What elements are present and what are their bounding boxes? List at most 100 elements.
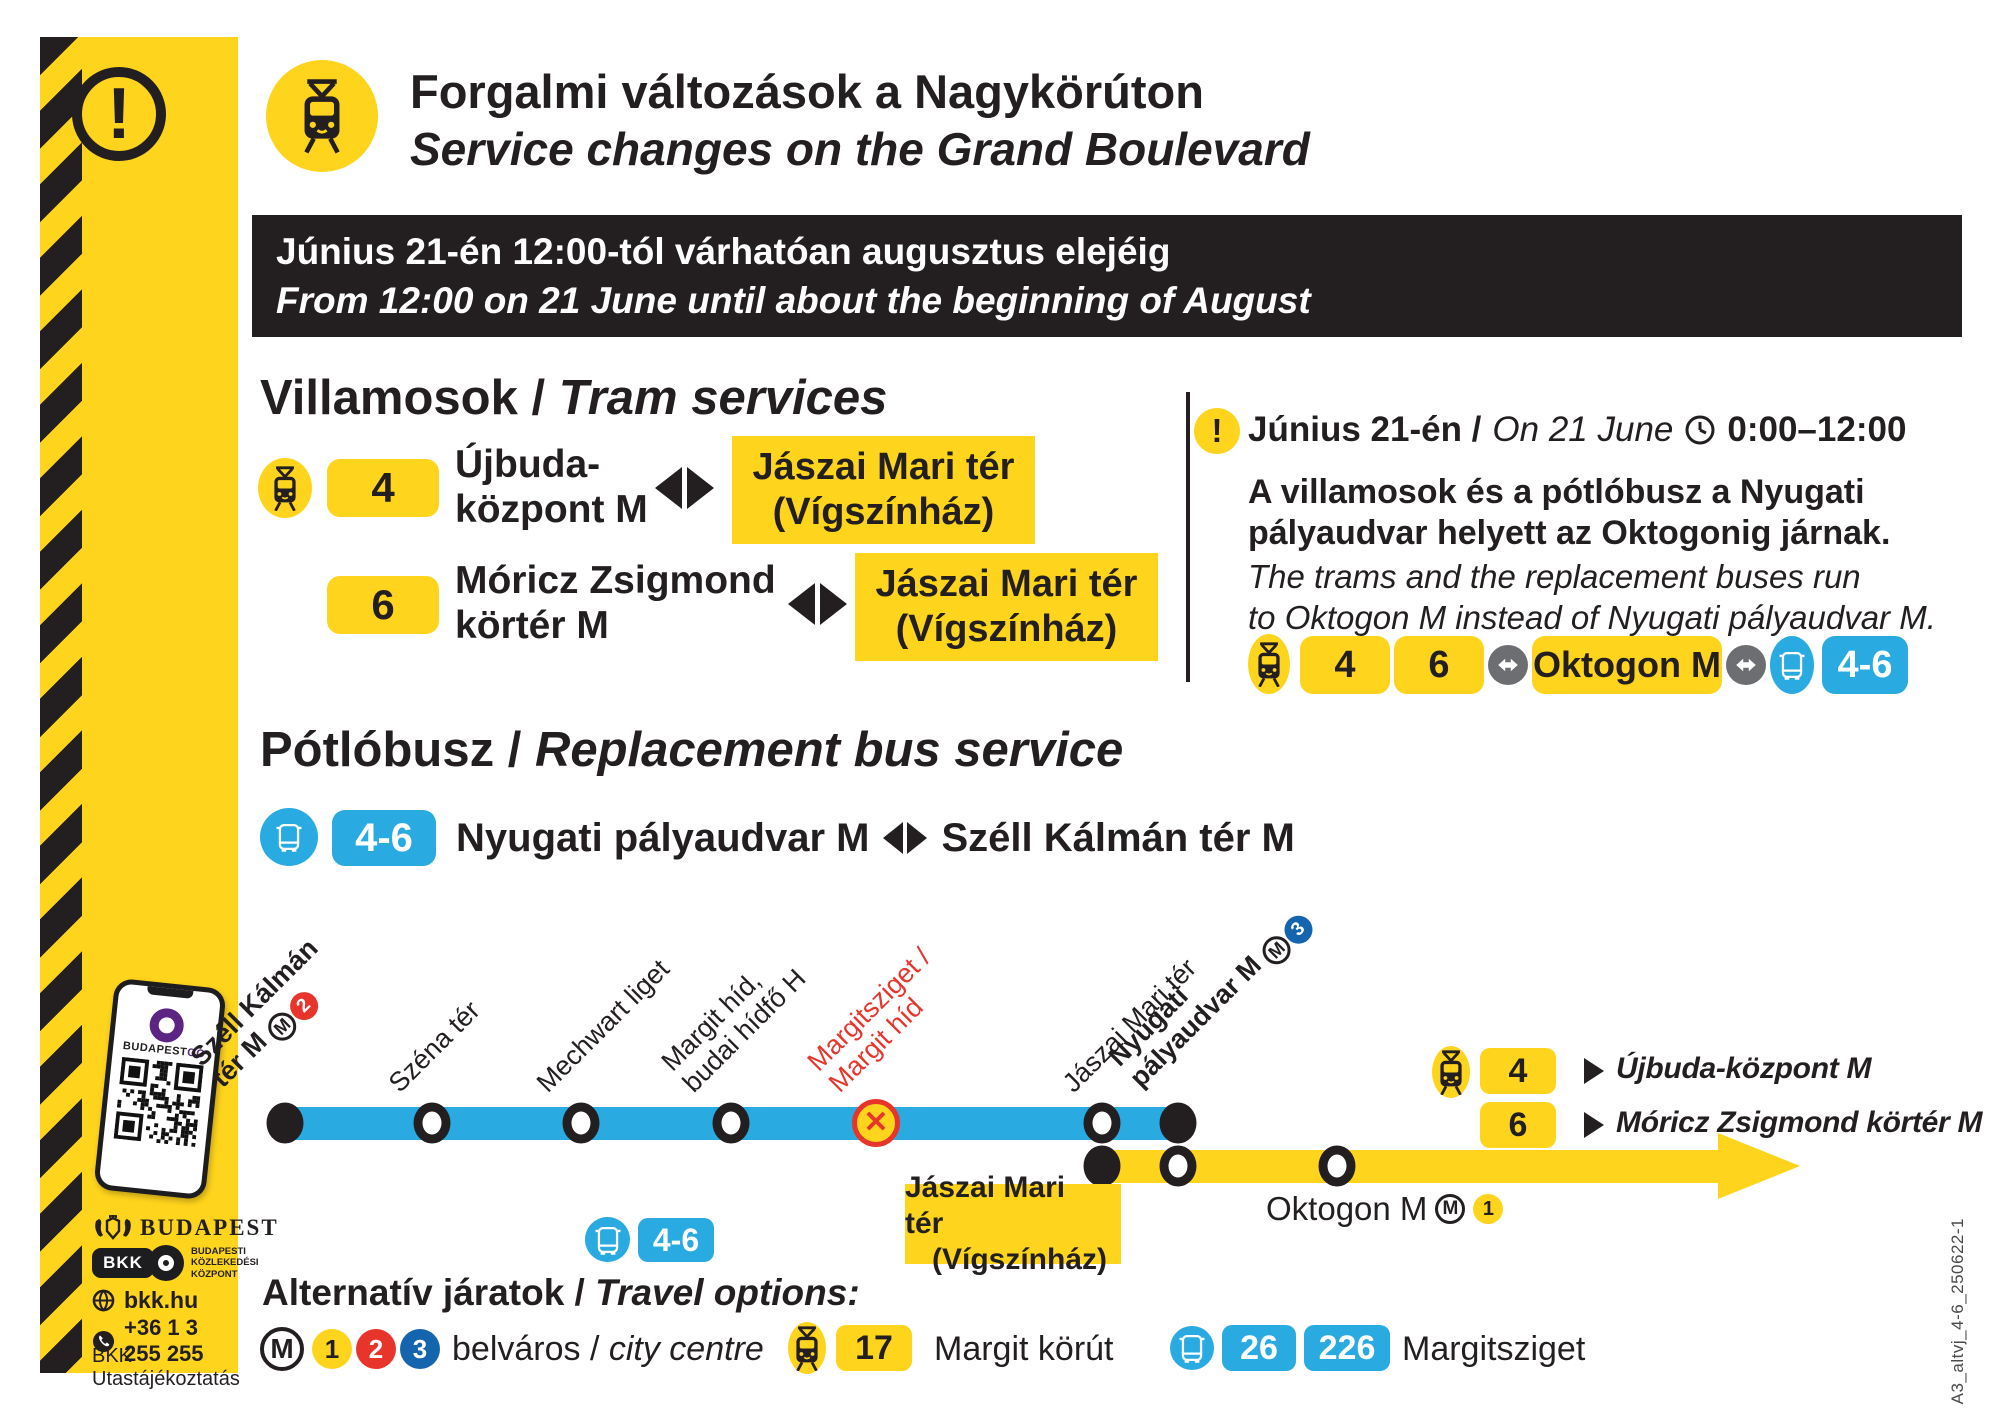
tram-17-destination: Margit körút bbox=[934, 1330, 1114, 1368]
hazard-stripes bbox=[40, 37, 82, 1373]
banner-line-hu: Június 21-én 12:00-tól várhatóan auguszt… bbox=[276, 231, 1171, 272]
bus-icon bbox=[1170, 1326, 1214, 1370]
stop-nyugati-tram bbox=[1159, 1102, 1197, 1144]
tram-section-heading: Villamosok / Tram services bbox=[260, 371, 888, 425]
direction-arrow-icon bbox=[1584, 1058, 1604, 1084]
stop-margitsziget-closed: ✕ bbox=[852, 1099, 900, 1147]
phone-row: +36 1 3 255 255 bbox=[92, 1315, 238, 1367]
stop-label-szena-ter: Széna tér bbox=[382, 995, 486, 1098]
notice-time: 0:00–12:00 bbox=[1727, 410, 1907, 449]
print-code: A3_altvj_4-6_250622-1 bbox=[1948, 1218, 1967, 1405]
budapestgo-logo-icon bbox=[148, 1006, 186, 1045]
budapest-logo: BUDAPEST bbox=[92, 1215, 279, 1241]
bkk-fullname: BUDAPESTI KÖZLEKEDÉSI KÖZPONT bbox=[191, 1245, 259, 1280]
notice-divider bbox=[1186, 392, 1190, 682]
bus-46-badge: 4-6 bbox=[332, 810, 436, 866]
route-6-from: Móricz Zsigmond körtér M bbox=[455, 559, 776, 647]
bus-destination: Margitsziget bbox=[1402, 1330, 1586, 1368]
budapest-crest-icon bbox=[92, 1215, 134, 1241]
metro-logo-icon: M bbox=[1435, 1194, 1466, 1224]
website-url: bkk.hu bbox=[124, 1287, 199, 1313]
tram-icon bbox=[258, 458, 312, 518]
bus-route-line bbox=[1102, 1150, 1722, 1183]
stop-szell-kalman bbox=[266, 1102, 304, 1144]
date-banner: Június 21-én 12:00-tól várhatóan auguszt… bbox=[252, 215, 1962, 337]
tram-6-badge: 6 bbox=[327, 576, 439, 634]
tram-17-badge: 17 bbox=[836, 1325, 912, 1371]
transfer-icon bbox=[1726, 645, 1766, 685]
bus-section-heading: Pótlóbusz / Replacement bus service bbox=[260, 723, 1124, 777]
bkk-wordmark: BKK bbox=[92, 1248, 154, 1278]
dest-4-badge: 4 bbox=[1480, 1048, 1556, 1094]
tram-4-badge: 4 bbox=[327, 459, 439, 517]
bus-route-text: Nyugati pályaudvar M Széll Kálmán tér M bbox=[456, 815, 1295, 860]
page-title-en: Service changes on the Grand Boulevard bbox=[410, 123, 1310, 175]
metro-3-icon: 3 bbox=[400, 1329, 440, 1369]
route-arrowhead bbox=[1718, 1133, 1800, 1199]
notice-tram-6-badge: 6 bbox=[1394, 636, 1484, 694]
stop-jaszai-bus bbox=[1083, 1145, 1121, 1187]
sidebar: ! BUDAPESTGO BUDAPEST BKK BUDAPESTI KÖZL… bbox=[40, 37, 277, 1390]
both-directions-icon bbox=[788, 583, 847, 625]
both-directions-icon bbox=[883, 822, 928, 854]
phone-notch bbox=[146, 984, 194, 999]
bkk-o-icon bbox=[148, 1245, 184, 1281]
page-title-hu: Forgalmi változások a Nagykörúton bbox=[410, 65, 1204, 118]
phone-screen: BUDAPESTGO bbox=[98, 983, 222, 1195]
both-directions-icon bbox=[655, 467, 714, 509]
notice-heading: Június 21-én / On 21 June 0:00–12:00 bbox=[1248, 410, 1907, 449]
stop-label-margit-hid: Margit híd, budai hídfő H bbox=[655, 963, 812, 1098]
phone-mockup: BUDAPESTGO bbox=[93, 977, 227, 1201]
dest-4-label: Újbuda-központ M bbox=[1616, 1052, 1872, 1085]
budapest-wordmark: BUDAPEST bbox=[140, 1215, 279, 1240]
dest-6-label: Móricz Zsigmond körtér M bbox=[1616, 1106, 1983, 1139]
notice-bus-badge: 4-6 bbox=[1822, 636, 1908, 694]
metro-destination: belváros / city centre bbox=[452, 1330, 764, 1368]
oktogon-badge: Oktogon M bbox=[1532, 636, 1722, 694]
notice-tram-4-badge: 4 bbox=[1300, 636, 1390, 694]
bus-26-badge: 26 bbox=[1222, 1325, 1296, 1371]
transfer-icon bbox=[1488, 645, 1528, 685]
globe-icon bbox=[92, 1289, 115, 1312]
metro-logo-icon: M bbox=[260, 1327, 304, 1371]
metro-1-icon: 1 bbox=[1473, 1194, 1504, 1224]
route-6-to-box: Jászai Mari tér (Vígszínház) bbox=[855, 553, 1158, 661]
stop-label-nyugati: Nyugati pályaudvar M M3 bbox=[1103, 882, 1319, 1098]
header-tram-icon bbox=[266, 60, 378, 172]
route-4-from: Újbuda- központ M bbox=[455, 443, 648, 531]
oktogon-label-row: Oktogon M M 1 bbox=[1266, 1190, 1504, 1228]
qr-code bbox=[113, 1056, 204, 1147]
clock-icon bbox=[1684, 414, 1716, 446]
notice-text-en: The trams and the replacement buses run … bbox=[1248, 558, 1936, 636]
banner-line-en: From 12:00 on 21 June until about the be… bbox=[276, 280, 1311, 321]
stop-oktogon-bus bbox=[1318, 1145, 1356, 1187]
dest-6-badge: 6 bbox=[1480, 1102, 1556, 1148]
jaszai-terminus-box: Jászai Mari tér (Vígszínház) bbox=[905, 1171, 1121, 1276]
tram-icon bbox=[788, 1322, 826, 1374]
phone-number: +36 1 3 255 255 bbox=[124, 1315, 204, 1366]
route-4-to-box: Jászai Mari tér (Vígszínház) bbox=[732, 436, 1035, 544]
bkk-logo: BKK BUDAPESTI KÖZLEKEDÉSI KÖZPONT bbox=[92, 1245, 259, 1281]
warning-glyph: ! bbox=[107, 74, 131, 154]
metro-1-icon: 1 bbox=[312, 1329, 352, 1369]
tram-icon bbox=[1248, 634, 1290, 694]
website-row: bkk.hu bbox=[92, 1287, 198, 1314]
alternatives-heading: Alternatív járatok / Travel options: bbox=[262, 1272, 860, 1313]
stop-mechwart-liget bbox=[562, 1102, 600, 1144]
bus-icon bbox=[585, 1217, 630, 1262]
bus-icon bbox=[260, 808, 318, 866]
stop-jaszai-tram bbox=[1083, 1102, 1121, 1144]
tram-icon bbox=[1432, 1046, 1470, 1098]
sidebar-caption: BKK Utastájékoztatás bbox=[92, 1345, 240, 1390]
map-bus-badge: 4-6 bbox=[638, 1218, 714, 1262]
warning-icon: ! bbox=[72, 67, 166, 161]
notice-text-hu: A villamosok és a pótlóbusz a Nyugati pá… bbox=[1248, 473, 1891, 552]
stop-label-margitsziget-closed: Margitsziget / Margit híd bbox=[801, 942, 937, 1098]
phone-icon bbox=[92, 1330, 115, 1353]
stop-nyugati-bus bbox=[1159, 1145, 1197, 1187]
stop-szena-ter bbox=[413, 1102, 451, 1144]
bus-icon bbox=[1770, 636, 1814, 694]
direction-arrow-icon bbox=[1584, 1112, 1604, 1138]
stop-label-mechwart-liget: Mechwart liget bbox=[530, 953, 676, 1098]
